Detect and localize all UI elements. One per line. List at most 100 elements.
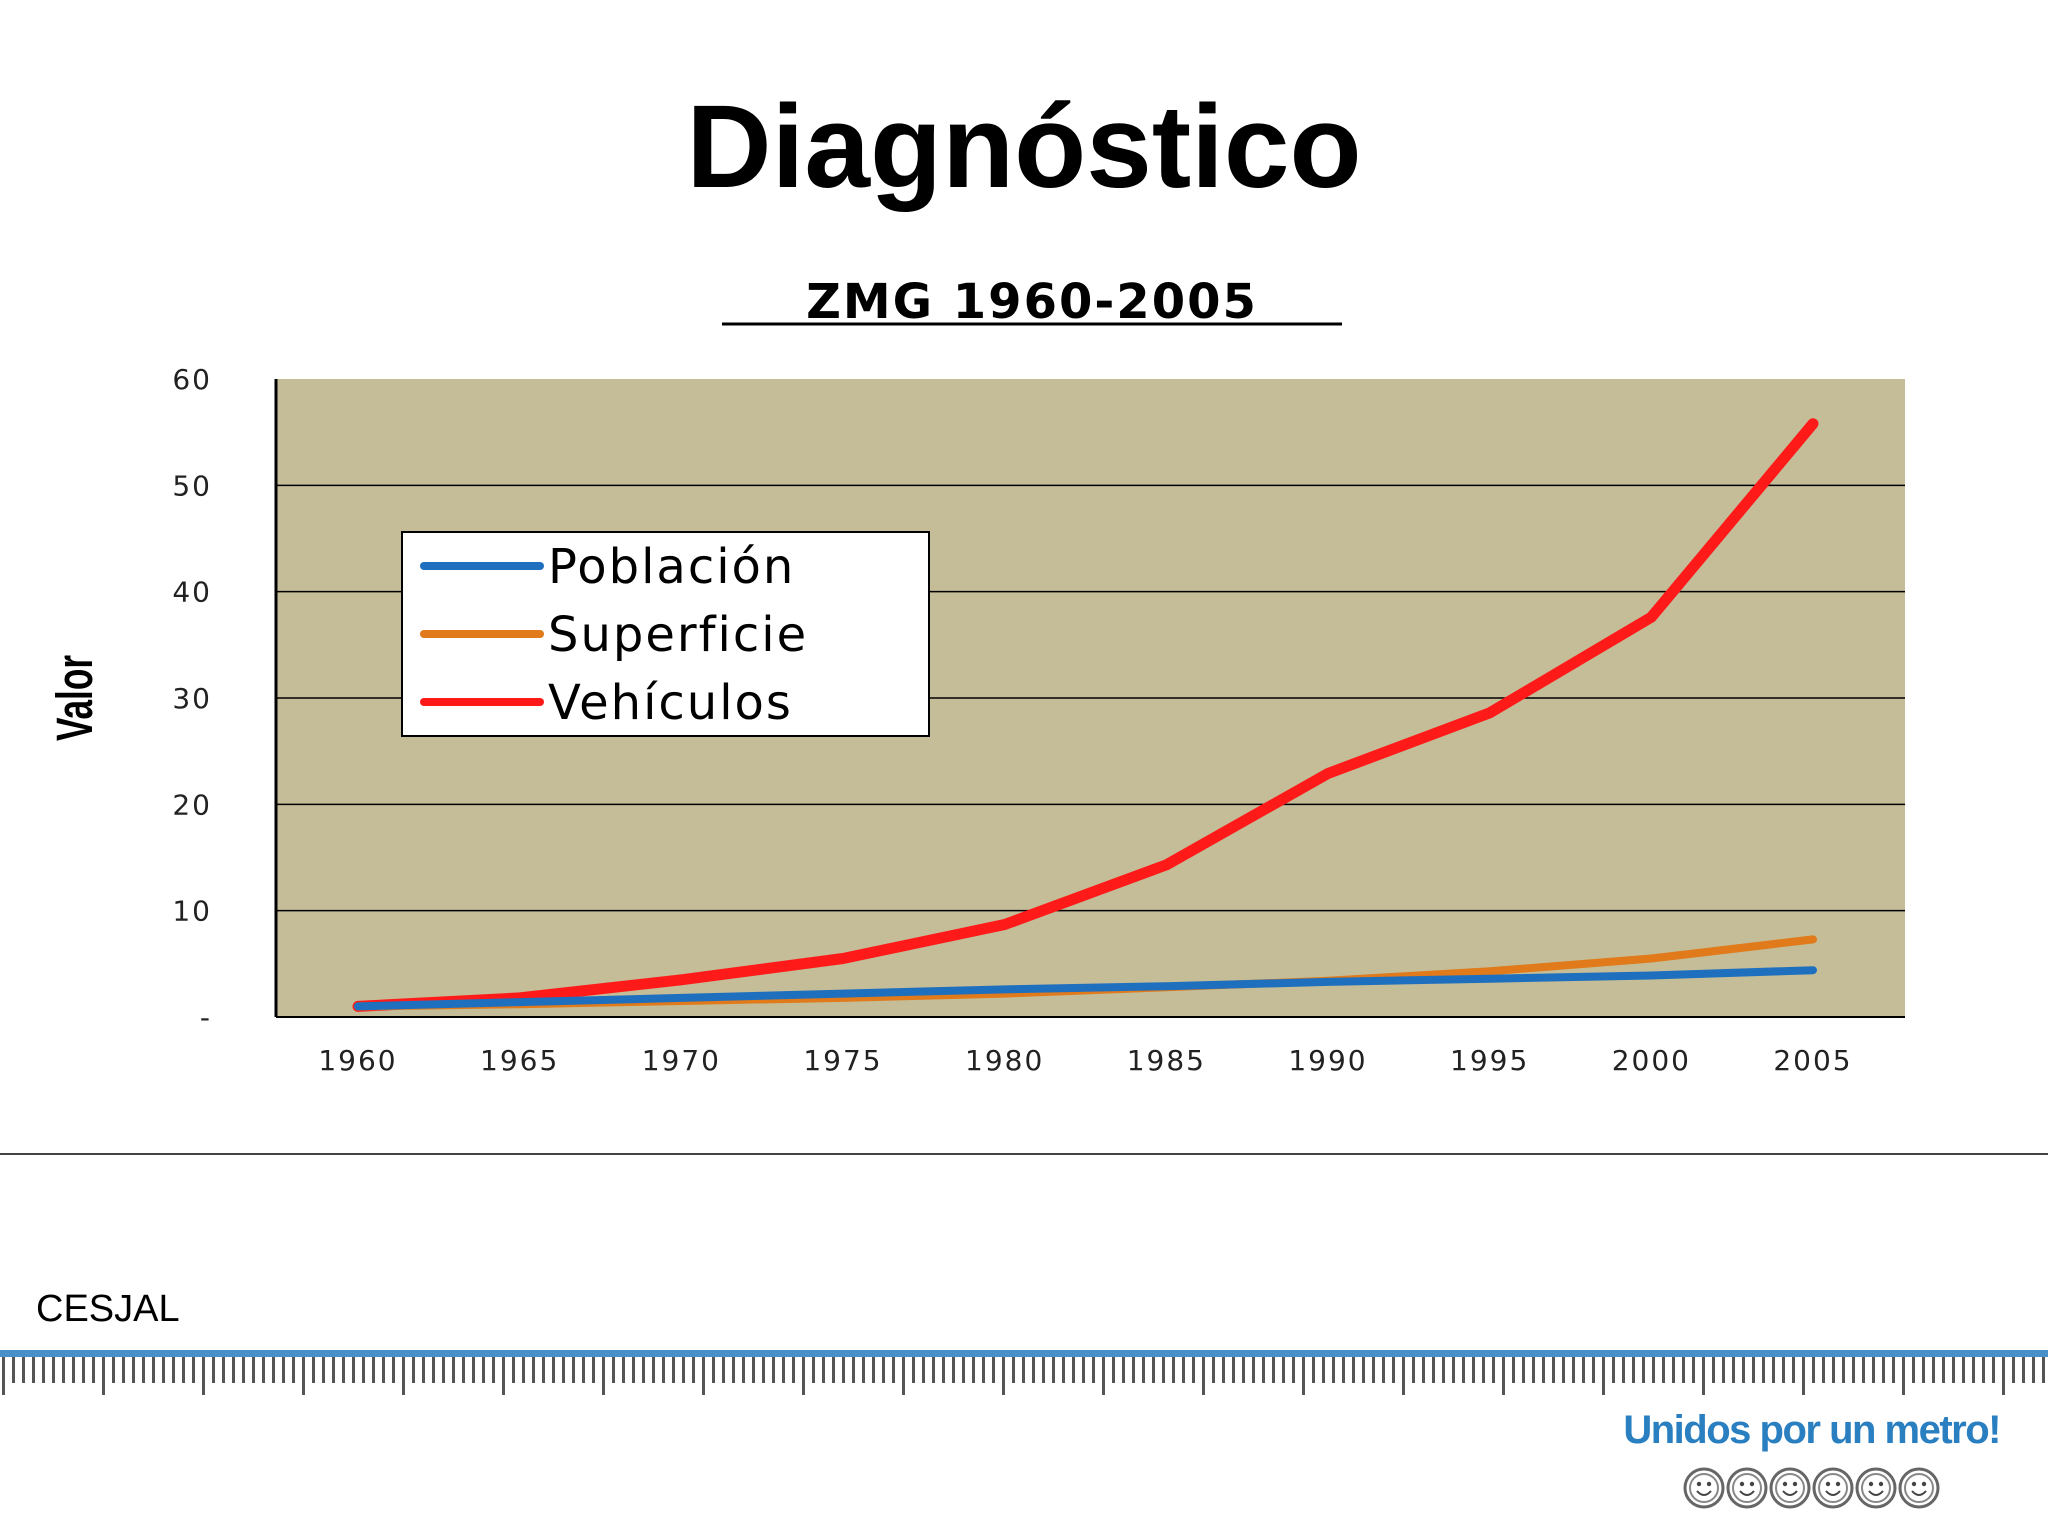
ruler-tick [1412,1357,1415,1383]
ruler-tick [1662,1357,1665,1383]
ruler-tick [1042,1357,1045,1383]
ruler-tick [1612,1357,1615,1383]
smiley-icon [1726,1467,1768,1509]
ruler-tick [1962,1357,1965,1383]
ruler-tick [792,1357,795,1383]
ruler-tick [1242,1357,1245,1383]
series-lines [352,418,1819,1012]
slide-title: Diagnóstico [686,81,1362,213]
ruler-tick [342,1357,345,1383]
ruler-tick [1032,1357,1035,1383]
ruler-tick [652,1357,655,1383]
ruler-tick [592,1357,595,1383]
ruler-tick [852,1357,855,1383]
ruler-tick [132,1357,135,1383]
ruler-tick [22,1357,25,1383]
ruler-tick [112,1357,115,1383]
ruler-tick [512,1357,515,1383]
ruler-tick [552,1357,555,1383]
ruler-tick [1392,1357,1395,1383]
ruler-tick [302,1357,305,1395]
series-line-1 [354,966,1817,1011]
ruler-tick [722,1357,725,1383]
ruler-tick [632,1357,635,1383]
ruler-tick [812,1357,815,1383]
ruler-tick [692,1357,695,1383]
ruler-tick [1402,1357,1405,1395]
ruler-tick [952,1357,955,1383]
ruler-tick [1452,1357,1455,1383]
y-tick-label: 30 [172,682,212,715]
x-tick-label: 1970 [642,1044,721,1077]
ruler-tick [1492,1357,1495,1383]
ruler-tick [672,1357,675,1383]
ruler-tick [1512,1357,1515,1383]
ruler-tick [1072,1357,1075,1383]
ruler-tick [422,1357,425,1383]
ruler-tick [432,1357,435,1383]
ruler-tick [122,1357,125,1383]
ruler-tick [472,1357,475,1383]
ruler-tick [1972,1357,1975,1383]
y-axis-title: Valor [48,655,104,741]
ruler-tick [52,1357,55,1383]
ruler-tick [1202,1357,1205,1395]
ruler-tick [602,1357,605,1395]
ruler-tick [332,1357,335,1383]
ruler-tick [372,1357,375,1383]
ruler-tick [662,1357,665,1383]
ruler-tick [932,1357,935,1383]
ruler-tick [1092,1357,1095,1383]
y-tick-label: 60 [172,363,212,396]
ruler-tick [212,1357,215,1383]
x-tick-label: 1980 [965,1044,1044,1077]
smiley-icon [1769,1467,1811,1509]
ruler-tick [1622,1357,1625,1383]
ruler-tick [162,1357,165,1383]
legend: Población Superficie Vehículos [401,531,930,737]
ruler-tick [2042,1357,2045,1383]
ruler-bar [0,1350,2048,1357]
ruler-tick [2012,1357,2015,1383]
ruler-tick [972,1357,975,1383]
ruler-tick [1502,1357,1505,1395]
ruler-tick [1472,1357,1475,1383]
ruler-tick [1812,1357,1815,1383]
ruler-tick [482,1357,485,1383]
ruler-tick [2022,1357,2025,1383]
ruler-tick [892,1357,895,1383]
ruler-tick [1712,1357,1715,1383]
ruler-tick [1192,1357,1195,1383]
ruler-tick [462,1357,465,1383]
ruler-tick [842,1357,845,1383]
ruler-tick [912,1357,915,1383]
ruler-tick [882,1357,885,1383]
y-tick-label: 20 [172,788,212,821]
y-tick-label: 50 [172,469,212,502]
x-tick-label: 1965 [480,1044,559,1077]
ruler-tick [992,1357,995,1383]
ruler-tick [1332,1357,1335,1383]
ruler-tick [1132,1357,1135,1383]
ruler-tick [1462,1357,1465,1383]
ruler-tick [192,1357,195,1383]
ruler-tick [142,1357,145,1383]
ruler-tick [1602,1357,1605,1395]
smiley-icon [1855,1467,1897,1509]
ruler-tick [72,1357,75,1383]
ruler-tick [152,1357,155,1383]
ruler-tick [312,1357,315,1383]
ruler-tick [1922,1357,1925,1383]
ruler-tick [1822,1357,1825,1383]
ruler-tick [272,1357,275,1383]
ruler-tick [1142,1357,1145,1383]
legend-label: Vehículos [548,675,793,731]
ruler-tick [1222,1357,1225,1383]
ruler-tick [1742,1357,1745,1383]
x-tick-label: 1975 [803,1044,882,1077]
ruler-tick [1002,1357,1005,1395]
ruler-tick [402,1357,405,1395]
ruler-tick [832,1357,835,1383]
ruler-tick [382,1357,385,1383]
ruler-tick [492,1357,495,1383]
